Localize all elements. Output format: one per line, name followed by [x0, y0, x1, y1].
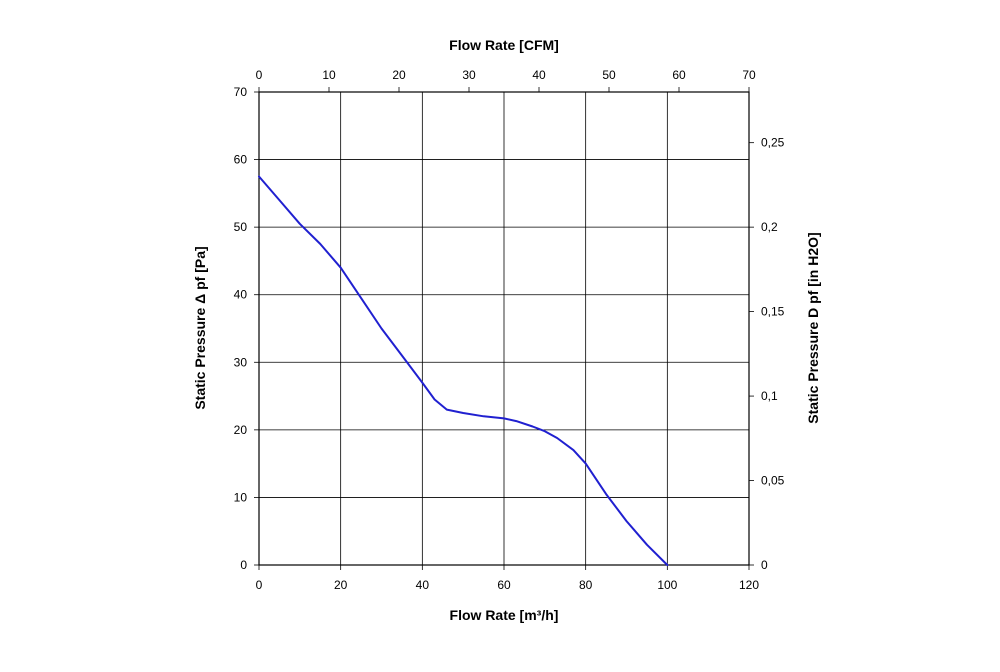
series-line [258, 175, 669, 566]
x2-axis-title: Flow Rate [CFM] [449, 37, 559, 53]
x2-tick-label: 40 [532, 68, 546, 82]
x2-tick-label: 30 [462, 68, 476, 82]
series-layer [258, 175, 669, 566]
y-axis-title: Static Pressure Δ pf [Pa] [192, 246, 208, 409]
y-tick-label: 40 [234, 288, 248, 302]
y2-tick-label: 0,2 [761, 220, 778, 234]
x-tick-label: 20 [334, 578, 348, 592]
x2-tick-label: 70 [742, 68, 756, 82]
x-tick-label: 120 [739, 578, 759, 592]
x2-tick-label: 60 [672, 68, 686, 82]
y2-tick-label: 0,1 [761, 389, 778, 403]
y2-axis-title: Static Pressure D pf [in H2O] [805, 232, 821, 423]
plot-frame [258, 91, 750, 566]
y-tick-label: 20 [234, 423, 248, 437]
x-tick-label: 0 [256, 578, 263, 592]
y-tick-label: 10 [234, 490, 248, 504]
y2-tick-label: 0 [761, 558, 768, 572]
grid-lines [254, 87, 754, 570]
y-tick-label: 30 [234, 355, 248, 369]
x-axis-title: Flow Rate [m³/h] [450, 607, 559, 623]
y-tick-label: 60 [234, 153, 248, 167]
x2-tick-label: 0 [256, 68, 263, 82]
y-tick-label: 70 [234, 85, 248, 99]
y-tick-label: 0 [240, 558, 247, 572]
x2-tick-label: 20 [392, 68, 406, 82]
x2-tick-label: 50 [602, 68, 616, 82]
y2-tick-label: 0,15 [761, 305, 785, 319]
x-tick-label: 60 [497, 578, 511, 592]
x2-tick-label: 10 [322, 68, 336, 82]
x-tick-label: 40 [416, 578, 430, 592]
y2-tick-label: 0,25 [761, 136, 785, 150]
x-tick-label: 100 [657, 578, 677, 592]
x-tick-label: 80 [579, 578, 593, 592]
y2-tick-label: 0,05 [761, 474, 785, 488]
y-tick-label: 50 [234, 220, 248, 234]
